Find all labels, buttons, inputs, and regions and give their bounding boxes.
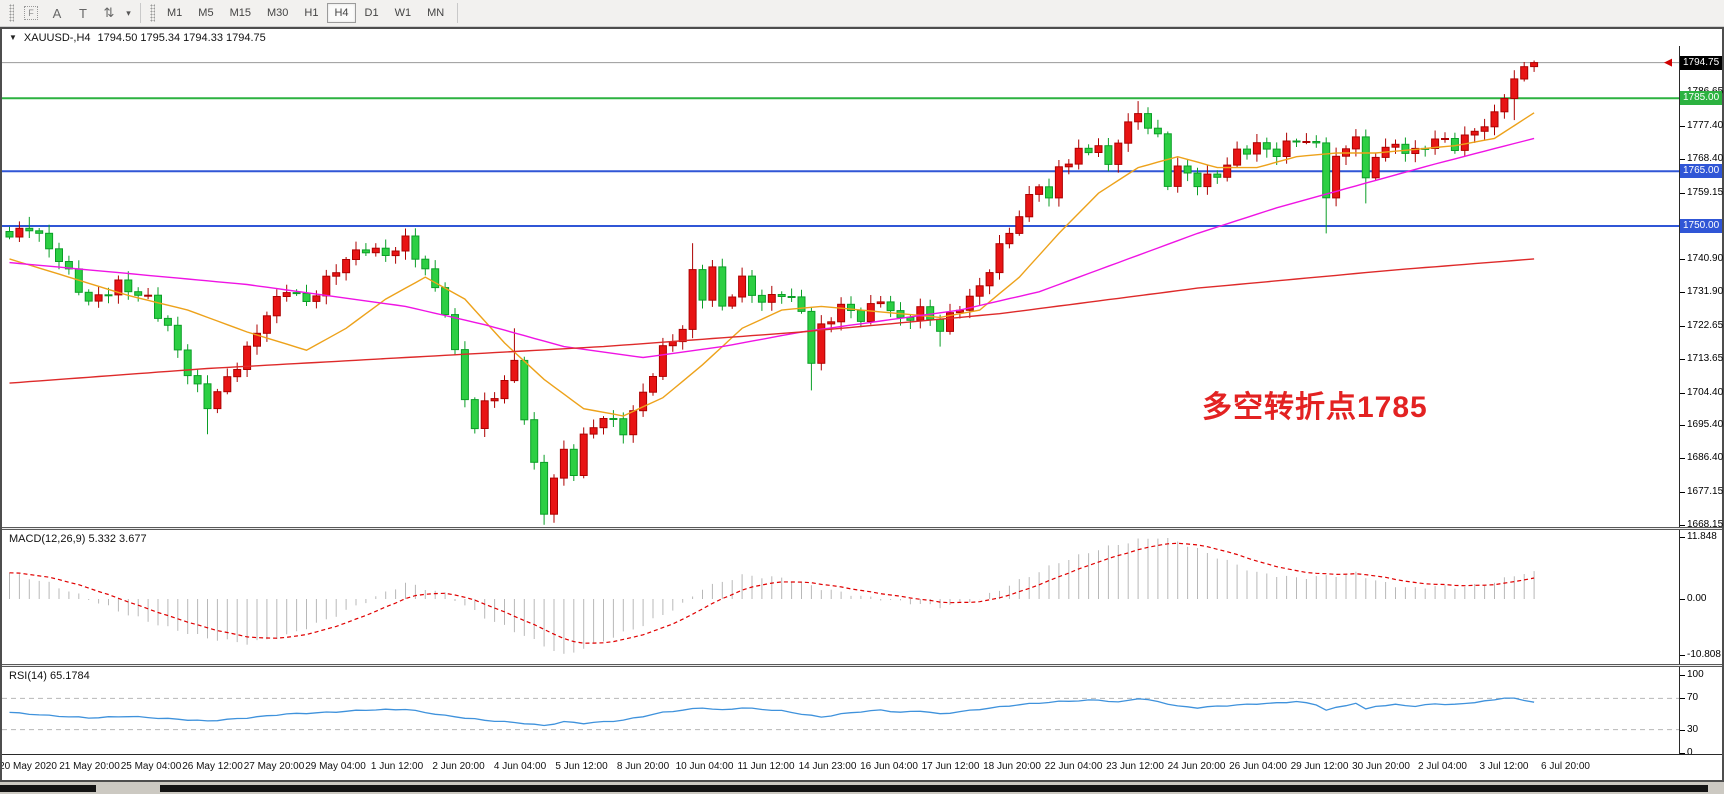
timeframe-m1[interactable]: M1 bbox=[160, 3, 189, 23]
chart-symbol-title: XAUUSD-,H4 bbox=[23, 31, 91, 44]
chart-annotation: 多空转折点1785 bbox=[1202, 391, 1428, 424]
timeframe-d1[interactable]: D1 bbox=[358, 3, 386, 23]
time-axis-label: 22 Jun 04:00 bbox=[1044, 761, 1103, 772]
fibonacci-icon[interactable]: F bbox=[18, 3, 44, 24]
axis-tick-label: 30 bbox=[1679, 723, 1699, 735]
time-axis-label: 24 Jun 20:00 bbox=[1167, 761, 1226, 772]
time-axis-label: 1 Jun 12:00 bbox=[370, 761, 424, 772]
axis-tick-label: 1722.65 bbox=[1679, 319, 1724, 331]
dropdown-caret-icon[interactable]: ▾ bbox=[122, 3, 135, 24]
time-axis-label: 6 Jul 20:00 bbox=[1541, 761, 1590, 772]
rsi-plot[interactable]: RSI(14) 65.1784 bbox=[2, 667, 1680, 754]
panel-separator[interactable] bbox=[2, 527, 1722, 530]
time-axis-label: 25 May 04:00 bbox=[120, 761, 182, 772]
chart-title-bar: ▼ XAUUSD-,H4 1794.50 1795.34 1794.33 179… bbox=[2, 29, 1722, 46]
time-axis-label: 29 Jun 12:00 bbox=[1290, 761, 1349, 772]
bottom-strip bbox=[0, 782, 1724, 794]
axis-tick-label: 1686.40 bbox=[1679, 452, 1724, 464]
toolbar-drag-handle[interactable] bbox=[150, 4, 155, 22]
time-axis-label: 4 Jun 04:00 bbox=[493, 761, 547, 772]
chart-window: ▼ XAUUSD-,H4 1794.50 1795.34 1794.33 179… bbox=[0, 27, 1724, 782]
rsi-axis[interactable]: 100 70 30 0 bbox=[1679, 667, 1721, 758]
axis-tick-label: 1704.40 bbox=[1679, 386, 1724, 398]
rsi-panel: RSI(14) 65.1784 100 70 30 0 bbox=[2, 667, 1722, 758]
time-axis-label: 30 Jun 20:00 bbox=[1352, 761, 1410, 772]
chart-ohlc-values: 1794.50 1795.34 1794.33 1794.75 bbox=[97, 31, 266, 44]
time-axis-label: 2 Jul 04:00 bbox=[1418, 761, 1467, 772]
time-axis-label: 26 May 12:00 bbox=[182, 761, 243, 772]
axis-tick-label: 1713.65 bbox=[1679, 352, 1724, 364]
panel-separator[interactable] bbox=[2, 664, 1722, 667]
timeframe-m5[interactable]: M5 bbox=[191, 3, 220, 23]
toolbar: F A T ⇅ ▾ M1 M5 M15 M30 H1 H4 D1 W1 MN bbox=[0, 0, 1724, 27]
axis-tick-label: 1768.40 bbox=[1679, 152, 1724, 164]
arrows-icon[interactable]: ⇅ bbox=[96, 3, 122, 24]
time-axis-label: 5 Jun 12:00 bbox=[555, 761, 608, 772]
macd-axis[interactable]: 11.848 0.00 -10.808 bbox=[1679, 530, 1721, 664]
axis-tick-label: 1731.90 bbox=[1679, 286, 1724, 298]
timeframe-h1[interactable]: H1 bbox=[297, 3, 325, 23]
timeframe-m30[interactable]: M30 bbox=[260, 3, 295, 23]
time-axis-label: 16 Jun 04:00 bbox=[860, 761, 918, 772]
main-chart-panel: 多空转折点1785 1786.651777.401768.401759.1517… bbox=[2, 46, 1724, 530]
text-icon[interactable]: A bbox=[44, 3, 70, 24]
time-axis-label: 14 Jun 23:00 bbox=[798, 761, 857, 772]
macd-panel: MACD(12,26,9) 5.332 3.677 11.848 0.00 -10.… bbox=[2, 530, 1722, 664]
axis-tick-label: 0.00 bbox=[1679, 592, 1707, 604]
axis-tick-label: 70 bbox=[1679, 692, 1699, 704]
price-level-label: 1785.00 bbox=[1680, 91, 1723, 106]
rsi-label: RSI(14) 65.1784 bbox=[9, 670, 90, 682]
timeframe-mn[interactable]: MN bbox=[420, 3, 451, 23]
time-axis-label: 10 Jun 04:00 bbox=[675, 761, 734, 772]
time-axis-label: 29 May 04:00 bbox=[305, 761, 366, 772]
toolbar-separator bbox=[140, 3, 141, 23]
price-level-label: 1765.00 bbox=[1680, 164, 1723, 179]
timeframe-h4[interactable]: H4 bbox=[327, 3, 356, 23]
time-axis-label: 8 Jun 20:00 bbox=[616, 761, 670, 772]
bottom-strip-segment bbox=[160, 785, 1708, 792]
time-axis-label: 2 Jun 20:00 bbox=[432, 761, 485, 772]
macd-label: MACD(12,26,9) 5.332 3.677 bbox=[9, 533, 147, 545]
toolbar-drag-handle[interactable] bbox=[9, 4, 14, 22]
axis-tick-label: 1677.15 bbox=[1679, 486, 1724, 498]
time-axis-label: 3 Jul 12:00 bbox=[1479, 761, 1529, 772]
time-axis-label: 23 Jun 12:00 bbox=[1106, 761, 1164, 772]
macd-plot[interactable]: MACD(12,26,9) 5.332 3.677 bbox=[2, 530, 1680, 664]
bottom-strip-segment bbox=[0, 785, 96, 792]
timeframe-m15[interactable]: M15 bbox=[223, 3, 258, 23]
axis-tick-label: 1740.90 bbox=[1679, 253, 1724, 265]
main-chart-plot[interactable]: 多空转折点1785 bbox=[2, 46, 1680, 527]
time-axis-label: 18 Jun 20:00 bbox=[983, 761, 1041, 772]
price-level-label: 1750.00 bbox=[1680, 219, 1723, 234]
time-axis-label: 17 Jun 12:00 bbox=[921, 761, 980, 772]
axis-tick-label: 1759.15 bbox=[1679, 186, 1724, 198]
axis-tick-label: 1777.40 bbox=[1679, 119, 1724, 131]
axis-tick-label: -10.808 bbox=[1680, 649, 1721, 661]
axis-tick-label: 1668.15 bbox=[1679, 518, 1724, 530]
price-level-label: 1794.75 bbox=[1680, 55, 1723, 70]
time-axis-label: 27 May 20:00 bbox=[243, 761, 305, 772]
timeframe-w1[interactable]: W1 bbox=[388, 3, 419, 23]
time-axis[interactable]: 20 May 2020 21 May 20:00 25 May 04:00 26 Ma… bbox=[2, 754, 1722, 780]
toolbar-separator bbox=[457, 3, 459, 23]
label-icon[interactable]: T bbox=[70, 3, 96, 24]
axis-tick-label: 100 bbox=[1680, 669, 1704, 680]
axis-tick-label: 11.848 bbox=[1680, 531, 1717, 543]
collapse-chart-icon[interactable]: ▼ bbox=[9, 33, 17, 42]
time-axis-label: 20 May 2020 bbox=[2, 761, 57, 772]
time-axis-label: 21 May 20:00 bbox=[59, 761, 120, 772]
price-axis[interactable]: 1786.651777.401768.401759.151740.901731.… bbox=[1679, 46, 1724, 530]
time-axis-label: 26 Jun 04:00 bbox=[1229, 761, 1287, 772]
axis-tick-label: 0 bbox=[1680, 747, 1693, 758]
time-axis-label: 11 Jun 12:00 bbox=[737, 761, 795, 772]
axis-tick-label: 1695.40 bbox=[1679, 419, 1724, 431]
